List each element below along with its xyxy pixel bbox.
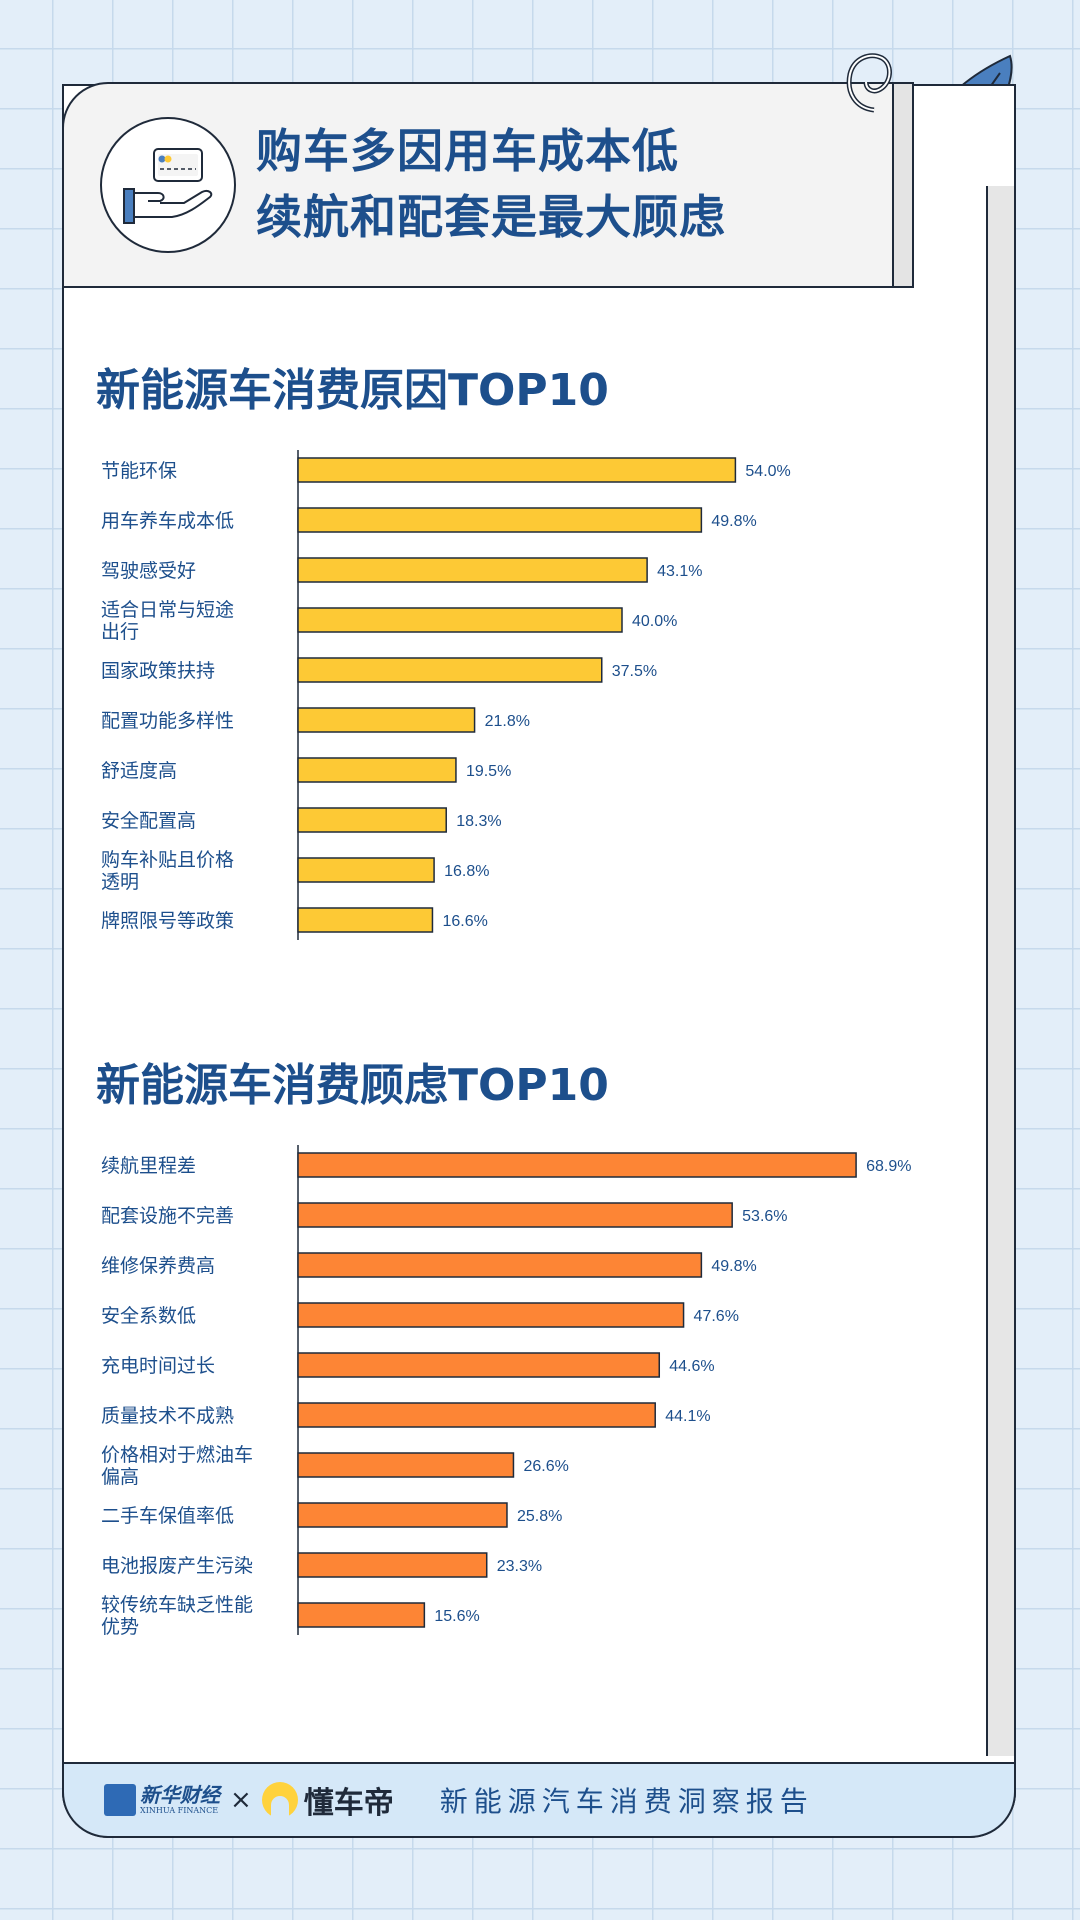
chart-2-value-label-1: 68.9% — [866, 1158, 911, 1175]
footer-report-title: 新能源汽车消费洞察报告 — [439, 1785, 814, 1818]
chart-2-bar-4 — [297, 1302, 685, 1328]
chart-1-category-label-3: 驾驶感受好 — [101, 560, 196, 582]
chart-1-value-label-7: 19.5% — [466, 763, 511, 780]
chart-2-value-label-2: 53.6% — [742, 1208, 787, 1225]
card-side-shadow — [986, 186, 1014, 1756]
chart-1-value-label-5: 37.5% — [612, 663, 657, 680]
chart-1-value-label-10: 16.6% — [442, 913, 487, 930]
chart-2-bar-10 — [297, 1602, 426, 1628]
times-symbol: × — [230, 1785, 252, 1815]
chart-1-category-label-9: 购车补贴且价格透明 — [101, 849, 234, 893]
chart-1-bar-3 — [297, 557, 648, 583]
xinhua-finance-logo: 新华财经 XINHUA FINANCE — [104, 1784, 220, 1816]
chart-1-bar-4 — [297, 607, 623, 633]
chart-1-bar-1 — [297, 457, 737, 483]
dongchedi-logo-icon — [261, 1782, 298, 1818]
chart-1-category-label-10: 牌照限号等政策 — [101, 910, 234, 932]
header-title-line-2: 续航和配套是最大顾虑 — [256, 190, 726, 244]
chart-1-category-label-4: 适合日常与短途出行 — [101, 599, 234, 643]
header-title: 购车多因用车成本低 续航和配套是最大顾虑 — [256, 118, 726, 250]
chart-2-category-label-6: 质量技术不成熟 — [101, 1405, 234, 1427]
chart-1-category-label-6: 配置功能多样性 — [101, 710, 234, 732]
chart-1-bar-7 — [297, 757, 457, 783]
header-title-line-1: 购车多因用车成本低 — [256, 124, 679, 178]
footer-logos: 新华财经 XINHUA FINANCE × 懂车帝 新能源汽车消费洞察报告 — [104, 1768, 814, 1832]
xinhua-logo-en: XINHUA FINANCE — [140, 1806, 219, 1815]
chart-2-value-label-8: 25.8% — [517, 1508, 562, 1525]
chart-1-value-label-4: 40.0% — [632, 613, 677, 630]
xinhua-logo-icon — [104, 1784, 136, 1816]
chart-1-bar-5 — [297, 657, 603, 683]
chart-2-category-label-1: 续航里程差 — [101, 1155, 196, 1177]
chart-2-bar-9 — [297, 1552, 488, 1578]
chart-2-category-label-4: 安全系数低 — [101, 1305, 196, 1327]
chart-1-bar-6 — [297, 707, 476, 733]
chart-1-bar-2 — [297, 507, 703, 533]
chart-2-value-label-3: 49.8% — [711, 1258, 756, 1275]
chart-2-value-label-7: 26.6% — [523, 1458, 568, 1475]
chart-2-category-label-3: 维修保养费高 — [101, 1255, 215, 1277]
chart-2-bar-3 — [297, 1252, 703, 1278]
chart-2-bar-7 — [297, 1452, 515, 1478]
binder-ring-icon — [846, 53, 892, 113]
chart-2-bar-8 — [297, 1502, 508, 1528]
chart-2-category-label-9: 电池报废产生污染 — [101, 1555, 253, 1577]
chart-1-title: 新能源车消费原因TOP10 — [96, 365, 609, 416]
chart-1-bar-10 — [297, 907, 434, 933]
chart-1-value-label-3: 43.1% — [657, 563, 702, 580]
chart-2-category-label-10: 较传统车缺乏性能优势 — [101, 1594, 253, 1638]
payment-hand-icon — [100, 117, 236, 253]
header-panel-edge — [892, 84, 912, 286]
chart-2-bar-6 — [297, 1402, 656, 1428]
main-card — [62, 84, 1016, 1838]
chart-2-value-label-6: 44.1% — [665, 1408, 710, 1425]
chart-1-value-label-9: 16.8% — [444, 863, 489, 880]
footer-bar — [62, 1762, 1016, 1838]
chart-2-category-label-8: 二手车保值率低 — [101, 1505, 234, 1527]
chart-2-category-label-5: 充电时间过长 — [101, 1355, 215, 1377]
chart-2-bar-5 — [297, 1352, 661, 1378]
chart-2-bar-2 — [297, 1202, 733, 1228]
dongchedi-logo-text: 懂车帝 — [303, 1786, 394, 1821]
chart-2-category-label-7: 价格相对于燃油车偏高 — [101, 1444, 253, 1488]
chart-2-value-label-9: 23.3% — [497, 1558, 542, 1575]
chart-2-value-label-10: 15.6% — [434, 1608, 479, 1625]
chart-2-title: 新能源车消费顾虑TOP10 — [96, 1060, 609, 1111]
chart-1-category-label-2: 用车养车成本低 — [101, 510, 234, 532]
chart-1-category-label-7: 舒适度高 — [101, 760, 177, 782]
chart-2-value-label-5: 44.6% — [669, 1358, 714, 1375]
chart-1-bar-8 — [297, 807, 447, 833]
chart-1-value-label-2: 49.8% — [711, 513, 756, 530]
chart-1-value-label-6: 21.8% — [485, 713, 530, 730]
xinhua-logo-cn: 新华财经 — [140, 1783, 220, 1807]
chart-2-value-label-4: 47.6% — [694, 1308, 739, 1325]
chart-1-value-label-8: 18.3% — [456, 813, 501, 830]
chart-1-category-label-5: 国家政策扶持 — [101, 660, 215, 682]
chart-1-bar-9 — [297, 857, 435, 883]
chart-1-category-label-1: 节能环保 — [101, 460, 177, 482]
chart-2-bar-1 — [297, 1152, 857, 1178]
chart-1-category-label-8: 安全配置高 — [101, 810, 196, 832]
chart-2-category-label-2: 配套设施不完善 — [101, 1205, 234, 1227]
chart-1-value-label-1: 54.0% — [745, 463, 790, 480]
